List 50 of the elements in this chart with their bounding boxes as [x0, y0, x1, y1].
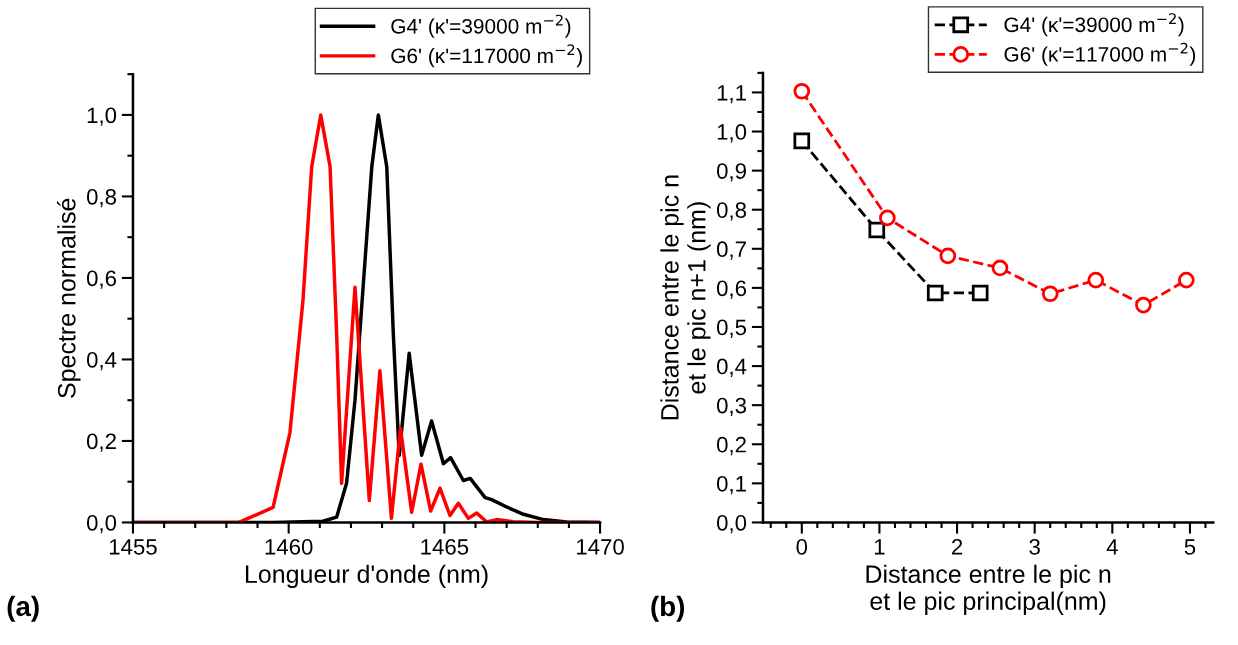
y-tick-label: 1,1: [717, 85, 746, 104]
text: (a): [7, 595, 39, 622]
x-tick-label: 1470: [577, 539, 624, 555]
y-tick-label: 0,2: [86, 433, 116, 452]
x-tick-label: 5: [1184, 539, 1196, 555]
y-tick-label: 0,4: [86, 351, 117, 371]
legend-label: G6' (κ'=117000 m$^{−2}$): [391, 44, 582, 68]
point: [793, 132, 811, 150]
point: [1135, 296, 1152, 314]
point: [971, 284, 989, 302]
y-tick-label: 0,2: [716, 436, 746, 456]
y-tick-label: 0,5: [716, 319, 747, 338]
point: [868, 221, 886, 239]
legend-label: G4' (κ'=39000 m$^{−2}$): [1004, 13, 1184, 37]
x-tick-label: 1455: [109, 539, 157, 555]
legend-label: G6' (κ'=117000 m$^{−2}$): [1004, 42, 1196, 66]
y-tick-label: 0,1: [716, 475, 746, 495]
y-tick-label: 0,8: [716, 202, 747, 221]
y-tick-label: 0,6: [86, 270, 117, 289]
x-tick-label: 0: [796, 539, 808, 555]
point: [939, 247, 957, 265]
y-tick-label: 0,3: [716, 397, 747, 417]
legend-label: G4' (κ'=39000 m$^{−2}$): [391, 14, 571, 38]
x-axis-title: Distance entre le pic n et le pic principal(nm): [866, 564, 1111, 615]
point: [1087, 271, 1105, 289]
x-tick-label: 3: [1029, 539, 1040, 555]
y-axis-title: Spectre normalisé: [56, 198, 81, 398]
x-tick-label: 1: [874, 539, 885, 555]
point: [926, 284, 944, 302]
y-tick-label: 0,0: [86, 514, 117, 534]
point: [1177, 271, 1195, 289]
y-tick-label: 1,0: [87, 107, 117, 126]
y-tick-label: 1,0: [717, 124, 747, 143]
x-tick-label: 4: [1106, 539, 1118, 555]
x-tick-label: 2: [952, 539, 963, 555]
x-tick-label: 1465: [421, 539, 469, 555]
y-tick-label: 0,9: [716, 163, 746, 182]
x-tick-label: 1460: [265, 539, 313, 555]
point: [793, 82, 811, 100]
y-tick-label: 0,0: [716, 514, 747, 534]
y-axis-title: Distance entre le pic n et le pic n+1 (nm): [660, 175, 711, 420]
y-tick-label: 0,8: [86, 188, 117, 208]
text: (b): [651, 595, 685, 622]
y-tick-label: 0,4: [716, 358, 747, 377]
y-tick-label: 0,6: [716, 280, 747, 299]
point: [879, 209, 896, 227]
point: [991, 259, 1009, 277]
y-tick-label: 0,7: [716, 241, 746, 260]
point: [1041, 285, 1059, 303]
x-axis-title: Longueur d'onde (nm): [245, 564, 488, 588]
